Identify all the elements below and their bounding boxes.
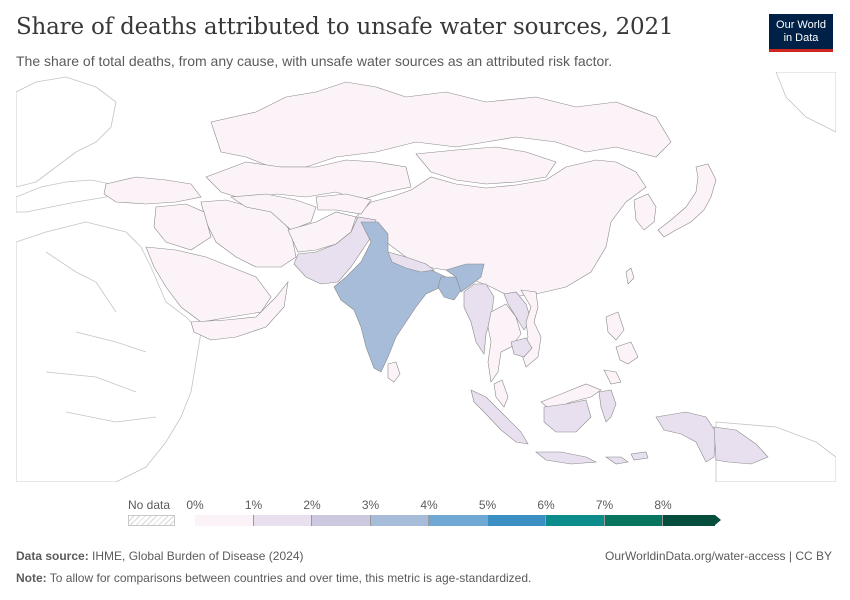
footer-note-text: To allow for comparisons between countri… [49,571,532,585]
footer-note-label: Note: [16,571,47,585]
footer-credit[interactable]: OurWorldinData.org/water-access | CC BY [605,549,832,563]
country-nepal[interactable] [387,251,435,273]
footer-source-text[interactable]: IHME, Global Burden of Disease (2024) [92,549,304,563]
country-korea[interactable] [633,193,657,231]
footer-source-label: Data source: [16,549,89,563]
country-papua-new-guinea[interactable] [713,426,769,465]
legend-color-bin[interactable] [312,515,371,526]
legend-tick-label: 4% [420,498,438,512]
legend-color-bin[interactable] [429,515,488,526]
country-russia[interactable] [210,81,672,168]
legend-color-bin[interactable] [195,515,254,526]
country-india-ne[interactable] [445,263,485,293]
legend-tick-label: 3% [361,498,380,512]
legend-color-bin[interactable] [546,515,605,526]
legend-tick-label: 7% [595,498,614,512]
footer-source: Data source: IHME, Global Burden of Dise… [16,549,303,563]
chart-subtitle: The share of total deaths, from any caus… [16,53,613,69]
footer-note: Note: To allow for comparisons between c… [16,571,531,585]
country-yemen[interactable] [190,280,289,341]
country-philippines[interactable] [603,311,639,385]
color-legend: No data 0% 1% 2% 3% 4% 5% 6% 7% 8% [0,492,850,532]
country-iraq[interactable] [153,203,212,251]
legend-tick-label: 8% [654,498,672,512]
legend-tick-label: 0% [186,498,204,512]
legend-tick-label: 6% [537,498,555,512]
logo-line-2: in Data [783,32,819,44]
country-turkey[interactable] [103,176,202,205]
country-japan[interactable] [657,163,717,238]
country-taiwan[interactable] [625,267,635,285]
legend-tick-label: 2% [303,498,321,512]
legend-color-bin[interactable] [604,515,663,526]
country-sri-lanka[interactable] [387,361,401,383]
legend-arrow-icon [715,515,721,525]
owid-logo[interactable]: Our World in Data [769,14,833,52]
chart-title: Share of deaths attributed to unsafe wat… [16,14,674,40]
legend-tick-label: 1% [244,498,263,512]
country-cambodia[interactable] [510,337,533,358]
country-myanmar[interactable] [463,283,495,355]
country-kyrgyzstan[interactable] [315,193,372,215]
legend-tick-label: 5% [478,498,497,512]
country-indonesia[interactable] [470,389,717,465]
logo-line-1: Our World [776,19,826,31]
country-turkmenistan[interactable] [230,193,317,231]
legend-color-bin[interactable] [253,515,312,526]
choropleth-map[interactable] [16,72,836,482]
country-pakistan[interactable] [293,216,377,285]
legend-no-data-label: No data [128,498,171,512]
country-mongolia[interactable] [415,146,557,185]
legend-color-bin[interactable] [370,515,429,526]
legend-color-bin[interactable] [487,515,546,526]
legend-no-data-swatch [128,515,175,526]
legend-color-bin[interactable] [663,515,715,526]
countries-layer [103,81,769,465]
